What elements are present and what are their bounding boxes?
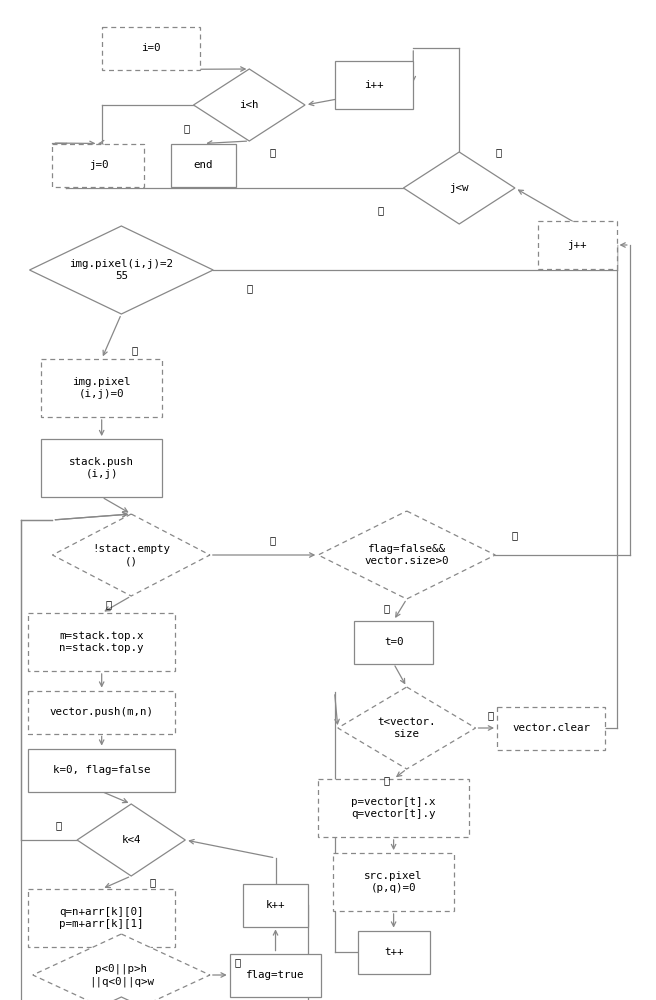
FancyBboxPatch shape [333, 853, 454, 911]
Polygon shape [33, 934, 210, 1000]
Text: 是: 是 [149, 877, 155, 887]
Text: vector.clear: vector.clear [512, 723, 590, 733]
FancyBboxPatch shape [28, 748, 176, 792]
Text: t<vector.
size: t<vector. size [377, 717, 436, 739]
Text: 是: 是 [384, 775, 390, 785]
FancyBboxPatch shape [335, 61, 413, 109]
Text: 否: 否 [246, 283, 253, 293]
FancyBboxPatch shape [28, 613, 176, 671]
FancyBboxPatch shape [358, 930, 430, 974]
Text: k=0, flag=false: k=0, flag=false [53, 765, 150, 775]
Text: flag=true: flag=true [246, 970, 305, 980]
Text: t=0: t=0 [384, 637, 403, 647]
FancyBboxPatch shape [102, 26, 200, 70]
Text: vector.push(m,n): vector.push(m,n) [50, 707, 154, 717]
Polygon shape [52, 514, 210, 596]
Polygon shape [338, 687, 476, 769]
Polygon shape [194, 69, 305, 141]
Text: 否: 否 [56, 820, 62, 830]
Polygon shape [77, 804, 186, 876]
Text: q=n+arr[k][0]
p=m+arr[k][1]: q=n+arr[k][0] p=m+arr[k][1] [60, 907, 144, 929]
Text: 是: 是 [384, 603, 390, 613]
Text: j<w: j<w [449, 183, 469, 193]
Text: k++: k++ [266, 900, 285, 910]
Text: 是: 是 [184, 123, 190, 133]
FancyBboxPatch shape [497, 706, 605, 750]
Text: !stact.empty
(): !stact.empty () [92, 544, 170, 566]
FancyBboxPatch shape [52, 143, 144, 186]
FancyBboxPatch shape [28, 690, 176, 734]
Text: j++: j++ [567, 240, 587, 250]
Text: 否: 否 [487, 710, 494, 720]
Polygon shape [318, 511, 495, 599]
Text: 否: 否 [512, 530, 518, 540]
Text: i++: i++ [364, 80, 384, 90]
Text: m=stack.top.x
n=stack.top.y: m=stack.top.x n=stack.top.y [60, 631, 144, 653]
Polygon shape [33, 997, 210, 1000]
Text: i<h: i<h [239, 100, 259, 110]
FancyBboxPatch shape [28, 889, 176, 947]
Text: t++: t++ [384, 947, 403, 957]
FancyBboxPatch shape [230, 954, 321, 996]
Text: p<0||p>h
||q<0||q>w: p<0||p>h ||q<0||q>w [89, 963, 154, 987]
Text: 否: 否 [269, 147, 276, 157]
Text: 是: 是 [234, 957, 241, 967]
Text: j=0: j=0 [89, 160, 108, 170]
FancyBboxPatch shape [171, 143, 236, 186]
Text: 是: 是 [131, 345, 138, 355]
Text: img.pixel
(i,j)=0: img.pixel (i,j)=0 [72, 377, 131, 399]
FancyBboxPatch shape [243, 884, 308, 926]
FancyBboxPatch shape [41, 439, 163, 497]
Polygon shape [30, 226, 213, 314]
Text: i=0: i=0 [141, 43, 161, 53]
Text: end: end [194, 160, 213, 170]
Text: 否: 否 [105, 599, 112, 609]
FancyBboxPatch shape [41, 359, 163, 417]
Text: k<4: k<4 [121, 835, 141, 845]
Polygon shape [403, 152, 515, 224]
FancyBboxPatch shape [318, 779, 469, 837]
Text: 否: 否 [495, 147, 502, 157]
Text: flag=false&&
vector.size>0: flag=false&& vector.size>0 [365, 544, 449, 566]
Text: stack.push
(i,j): stack.push (i,j) [69, 457, 134, 479]
Text: p=vector[t].x
q=vector[t].y: p=vector[t].x q=vector[t].y [352, 797, 436, 819]
Text: src.pixel
(p,q)=0: src.pixel (p,q)=0 [364, 871, 423, 893]
FancyBboxPatch shape [354, 620, 433, 664]
FancyBboxPatch shape [538, 221, 617, 269]
Text: 是: 是 [269, 535, 276, 545]
Text: img.pixel(i,j)=2
55: img.pixel(i,j)=2 55 [70, 259, 173, 281]
Text: 是: 是 [377, 205, 384, 215]
